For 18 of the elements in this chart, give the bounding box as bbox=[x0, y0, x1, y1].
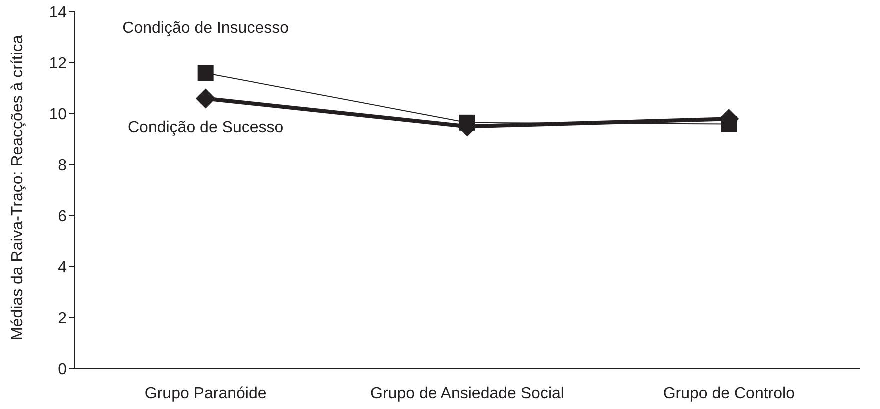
y-tick-label: 14 bbox=[49, 4, 68, 22]
x-tick-label: Grupo de Ansiedade Social bbox=[370, 385, 564, 402]
text: Condição de Insucesso bbox=[122, 20, 290, 38]
y-tick-label: 2 bbox=[58, 310, 68, 328]
y-tick-label: 0 bbox=[58, 362, 68, 379]
point bbox=[721, 116, 738, 132]
x-tick-label: Grupo de Controlo bbox=[663, 385, 796, 402]
point bbox=[196, 88, 216, 109]
y-tick-label: 6 bbox=[58, 208, 68, 226]
series-label: Condição de Sucesso bbox=[128, 120, 284, 137]
point bbox=[460, 114, 476, 131]
point bbox=[198, 65, 214, 82]
y-tick-label: 12 bbox=[49, 56, 68, 73]
y-tick-label: 8 bbox=[58, 158, 68, 175]
y-tick-label: 4 bbox=[58, 260, 68, 277]
y-tick-label: 10 bbox=[49, 106, 68, 124]
x-tick-label: Grupo Paranóide bbox=[144, 385, 267, 402]
y-axis-title: Médias da Raiva-Traço: Reacções à crítica bbox=[10, 35, 27, 340]
